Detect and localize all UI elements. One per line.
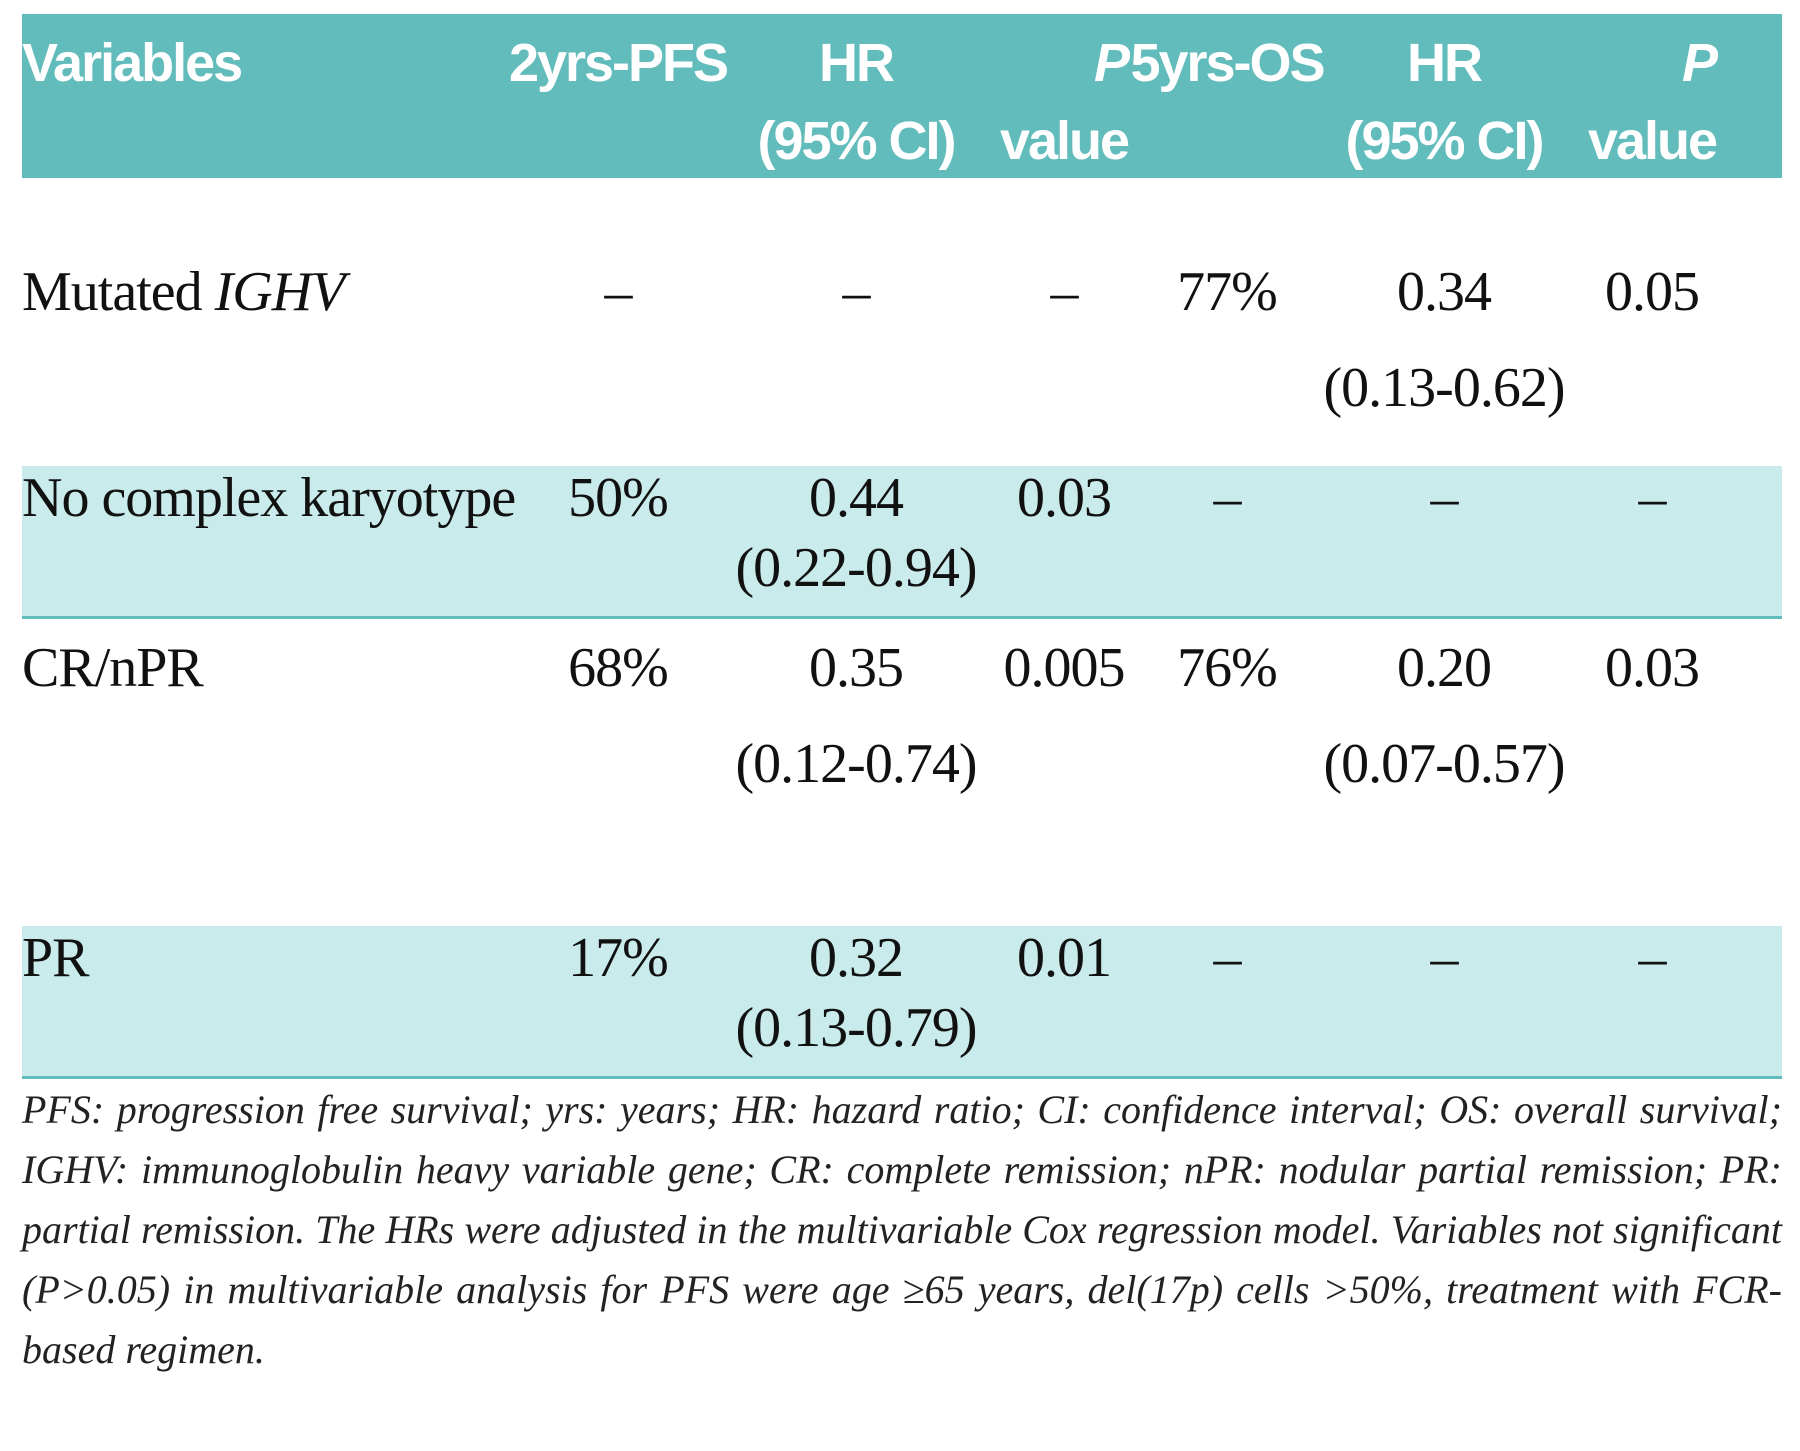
cell-hr-os: –: [1430, 927, 1459, 989]
row-variable: CR/nPR: [22, 637, 204, 699]
table-footnote: PFS: progression free survival; yrs: yea…: [22, 1087, 1782, 1372]
table-row: CR/nPR 68% 0.35 (0.12-0.74) 0.005 76% 0.…: [22, 620, 1782, 926]
header-2yrs-pfs: 2yrs-PFS: [508, 33, 729, 93]
cell-p-pfs: 0.03: [1017, 467, 1112, 529]
row-variable-text: Mutated: [22, 261, 215, 323]
header-hr-os-line2: (95% CI): [1345, 111, 1544, 171]
cell-hr-pfs-ci: (0.22-0.94): [735, 537, 978, 599]
header-hr-pfs: HR (95% CI): [757, 24, 956, 180]
cell-hr-pfs: 0.35: [809, 637, 904, 699]
cell-hr-pfs-ci: (0.13-0.79): [735, 997, 978, 1059]
header-hr-os-line1: HR: [1406, 33, 1483, 93]
table-header: Variables 2yrs-PFS HR (95% CI) P value 5…: [22, 14, 1782, 178]
header-hr-pfs-line1: HR: [818, 33, 895, 93]
table-row: No complex karyotype 50% 0.44 (0.22-0.94…: [22, 466, 1782, 616]
cell-hr-os-ci: (0.13-0.62): [1323, 357, 1566, 419]
header-p-pfs-line2: value: [999, 111, 1130, 171]
header-p-value-os: P value: [1587, 24, 1718, 180]
header-variables: Variables: [22, 33, 243, 93]
cell-hr-pfs-ci: (0.12-0.74): [735, 733, 978, 795]
row-variable-italic: IGHV: [214, 261, 346, 323]
cell-2yrs-pfs: 68%: [568, 637, 669, 699]
cell-5yrs-os: –: [1213, 927, 1242, 989]
header-p-pfs-line1: P: [1094, 33, 1130, 93]
cell-hr-os: –: [1430, 467, 1459, 529]
cell-5yrs-os: 76%: [1177, 637, 1278, 699]
cell-2yrs-pfs: –: [604, 261, 633, 323]
cell-p-os: –: [1638, 467, 1667, 529]
cell-hr-pfs: –: [842, 261, 871, 323]
cell-hr-pfs: 0.32: [809, 927, 904, 989]
table-row: PR 17% 0.32 (0.13-0.79) 0.01 – – –: [22, 926, 1782, 1076]
cell-p-os: 0.03: [1605, 637, 1700, 699]
cell-5yrs-os: 77%: [1177, 261, 1278, 323]
cell-2yrs-pfs: 50%: [568, 467, 669, 529]
cell-p-pfs: 0.005: [1003, 637, 1126, 699]
cell-hr-os: 0.34: [1397, 261, 1492, 323]
cell-p-pfs: –: [1050, 261, 1079, 323]
header-p-os-line2: value: [1587, 111, 1718, 171]
row-variable: PR: [22, 927, 89, 989]
row-variable: Mutated IGHV: [22, 260, 346, 324]
table-row: Mutated IGHV – – – 77% 0.34 (0.13-0.62) …: [22, 204, 1782, 466]
cell-hr-os: 0.20: [1397, 637, 1492, 699]
cell-5yrs-os: –: [1213, 467, 1242, 529]
row-variable: No complex karyotype: [22, 467, 516, 529]
header-hr-pfs-line2: (95% CI): [757, 111, 956, 171]
header-hr-os: HR (95% CI): [1345, 24, 1544, 180]
cell-p-os: –: [1638, 927, 1667, 989]
cell-2yrs-pfs: 17%: [568, 927, 669, 989]
row-divider: [22, 616, 1782, 619]
cell-p-os: 0.05: [1605, 261, 1700, 323]
header-p-os-line1: P: [1682, 33, 1718, 93]
header-p-value-pfs: P value: [999, 24, 1130, 180]
cell-hr-pfs: 0.44: [809, 467, 904, 529]
header-5yrs-os: 5yrs-OS: [1130, 33, 1325, 93]
row-divider: [22, 1076, 1782, 1079]
cell-hr-os-ci: (0.07-0.57): [1323, 733, 1566, 795]
cell-p-pfs: 0.01: [1017, 927, 1112, 989]
